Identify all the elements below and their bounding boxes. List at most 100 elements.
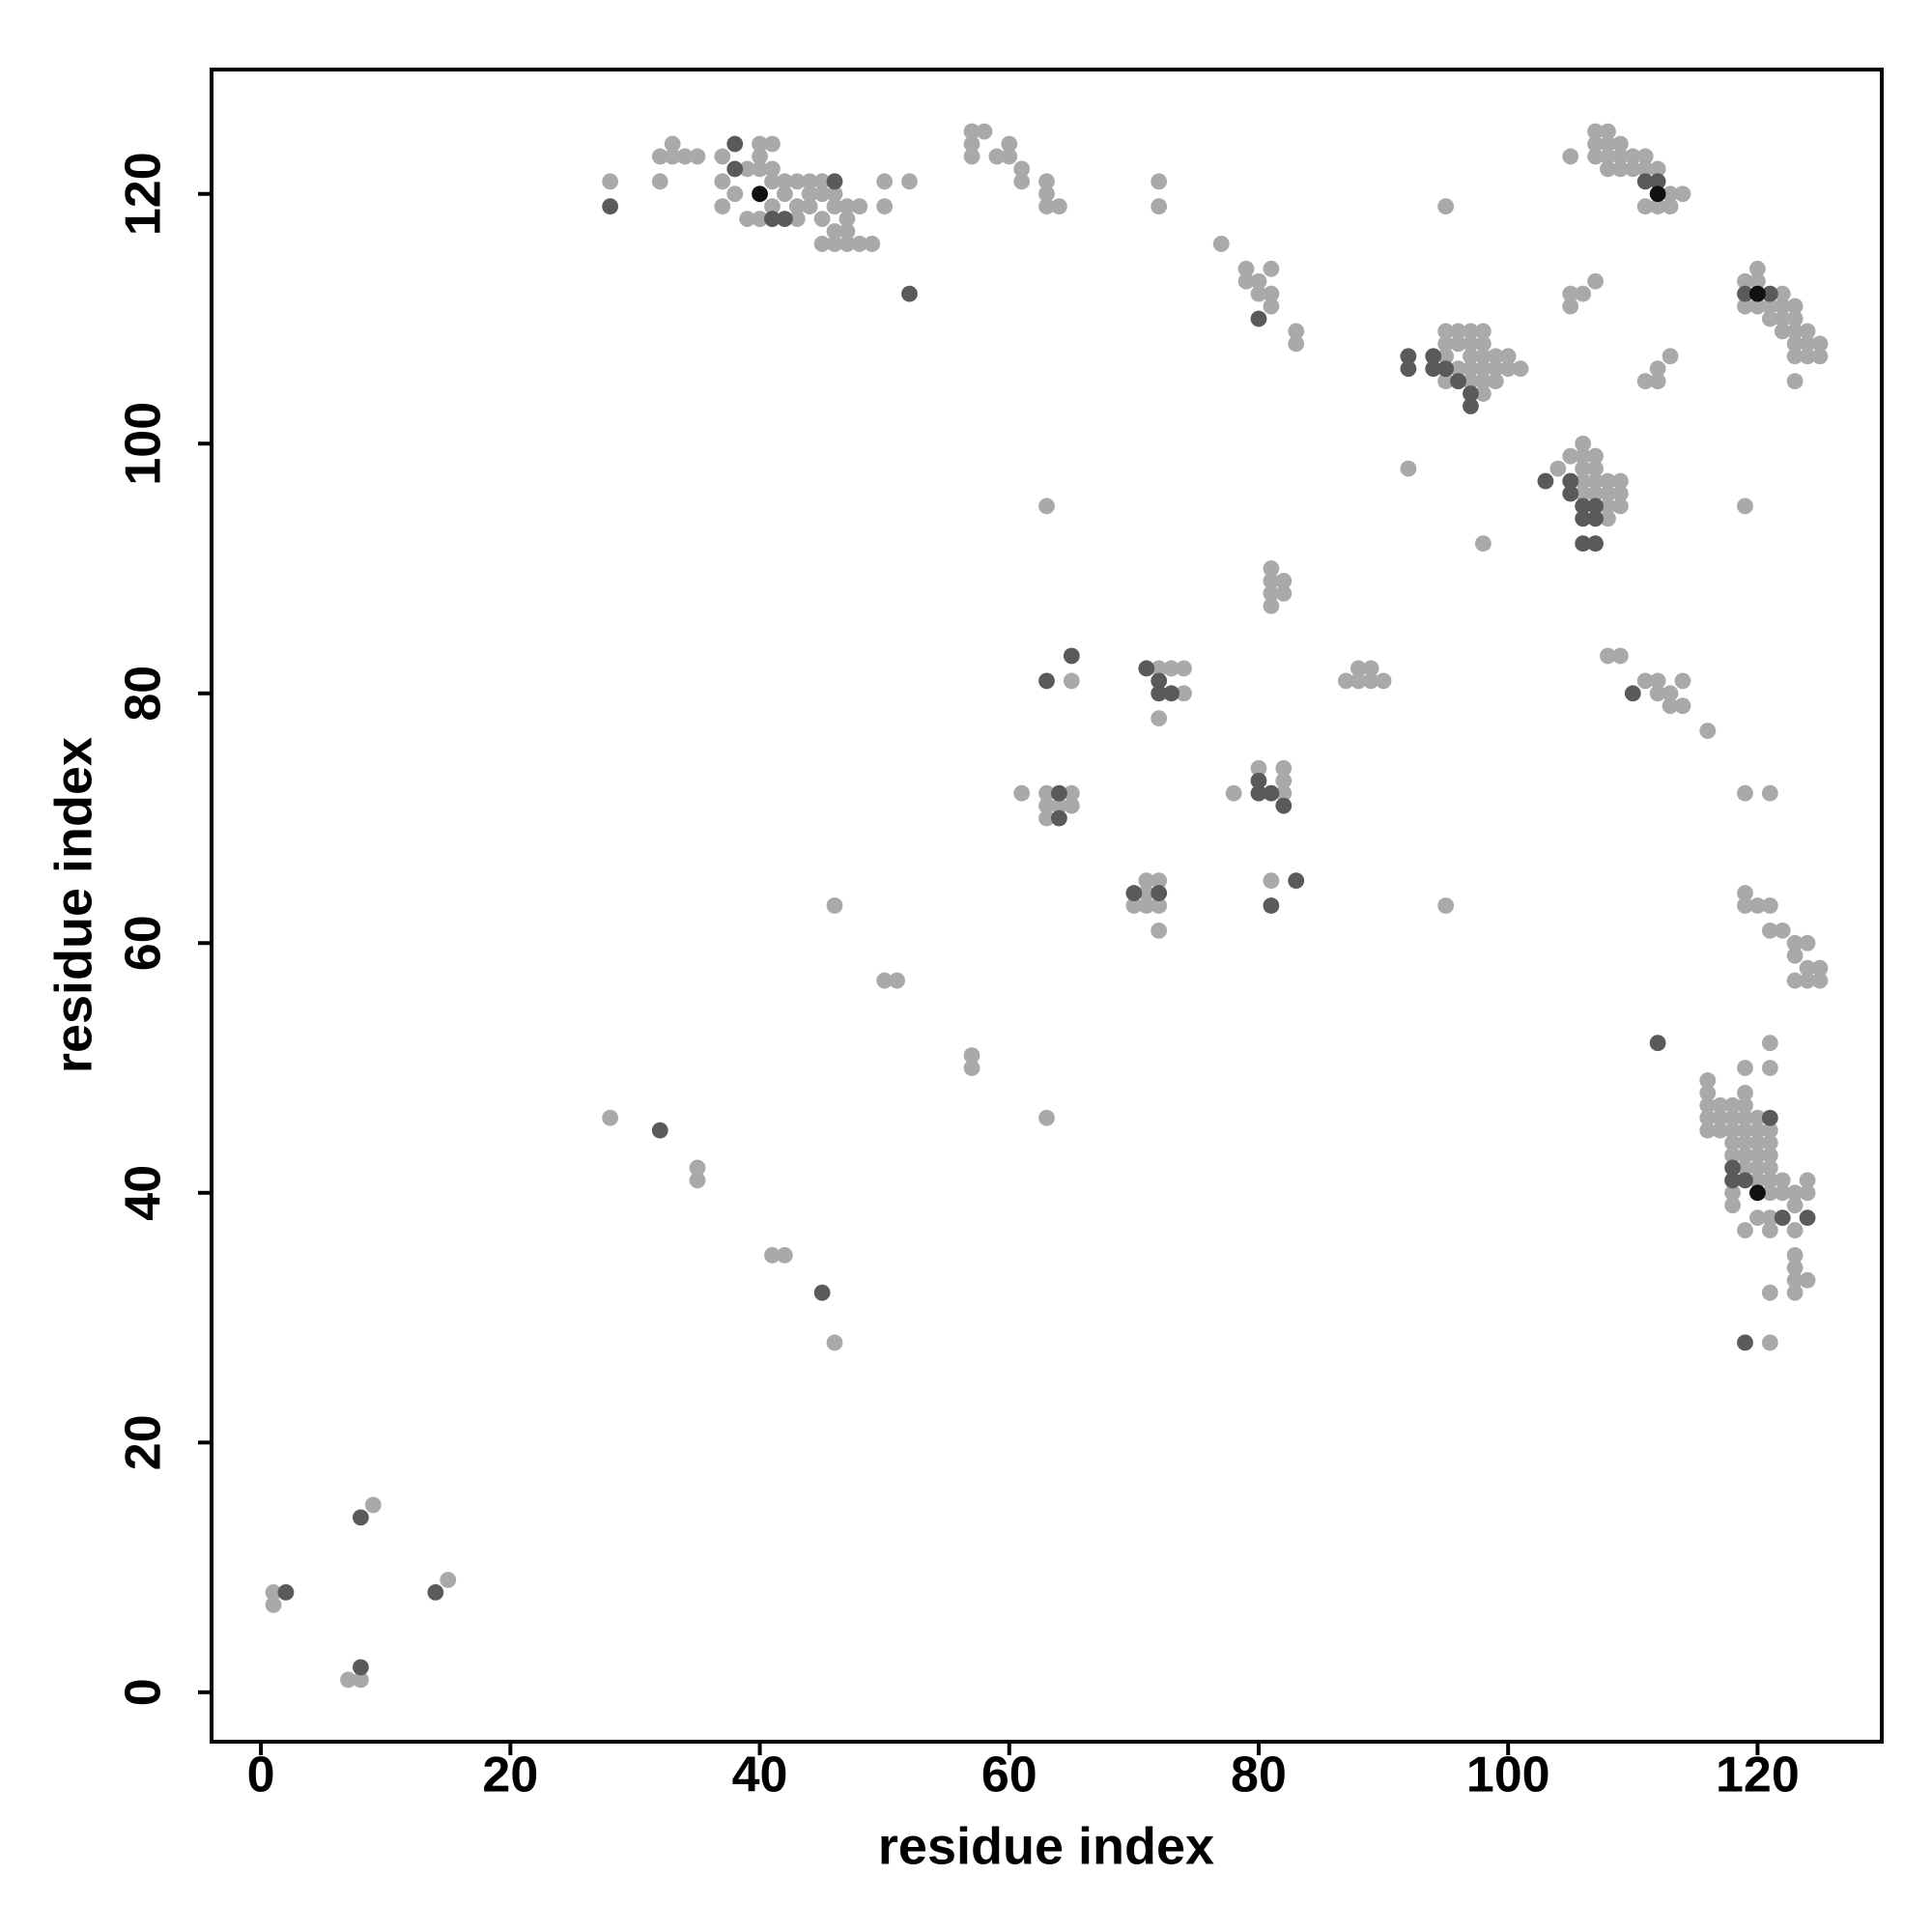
point [1674, 672, 1691, 690]
point [1674, 697, 1691, 715]
point [1749, 897, 1766, 914]
point [1761, 1060, 1778, 1076]
point [1649, 173, 1666, 190]
point [1512, 360, 1529, 378]
point [838, 236, 856, 252]
point [1437, 348, 1455, 365]
point [826, 223, 843, 240]
point [838, 198, 856, 215]
point [1362, 672, 1379, 690]
point [1263, 584, 1280, 602]
point [1474, 535, 1492, 553]
x-tick-label: 60 [981, 1747, 1037, 1804]
point [1587, 135, 1604, 153]
point [764, 173, 781, 190]
point [1786, 1247, 1804, 1264]
point [1737, 1147, 1753, 1164]
point [1562, 298, 1579, 315]
point [1737, 1096, 1753, 1114]
point [1474, 323, 1492, 340]
point [1562, 285, 1579, 302]
point [1749, 1159, 1766, 1177]
point [1487, 373, 1504, 390]
point [1487, 360, 1504, 378]
point [1761, 1172, 1778, 1189]
point [1737, 272, 1753, 290]
point [963, 1060, 980, 1076]
point [901, 173, 918, 190]
point [1737, 1159, 1753, 1177]
point [353, 1671, 369, 1689]
point [1250, 310, 1267, 327]
point [440, 1572, 457, 1588]
point [1624, 160, 1641, 178]
point [752, 148, 768, 165]
point [1737, 885, 1753, 901]
point [1151, 685, 1168, 702]
point [1774, 310, 1791, 327]
point [1474, 348, 1492, 365]
point [1400, 360, 1417, 378]
point [1761, 897, 1778, 914]
point [1038, 810, 1055, 827]
point [1151, 660, 1168, 677]
y-tick-label: 60 [116, 915, 172, 971]
point [1649, 360, 1666, 378]
point [1575, 435, 1592, 452]
point [1288, 323, 1305, 340]
point [801, 173, 818, 190]
point [1749, 285, 1766, 302]
point [1562, 148, 1579, 165]
point [1250, 784, 1267, 802]
point [1437, 360, 1455, 378]
point [1151, 173, 1168, 190]
point [1263, 784, 1280, 802]
point [752, 211, 768, 227]
point [1013, 173, 1031, 190]
point [1263, 897, 1280, 914]
point [739, 160, 756, 178]
point [1400, 348, 1417, 365]
plot-frame [210, 68, 1884, 1744]
point [776, 173, 793, 190]
point [776, 185, 793, 203]
point [1275, 772, 1293, 789]
point [1737, 1334, 1753, 1351]
point [1487, 348, 1504, 365]
point [1799, 335, 1816, 353]
point [876, 173, 894, 190]
point [689, 1159, 706, 1177]
point [1463, 373, 1479, 390]
point [1600, 148, 1616, 165]
y-tick-label: 100 [116, 402, 172, 486]
point [1463, 398, 1479, 414]
point [664, 135, 681, 153]
point [1499, 360, 1517, 378]
point [1799, 959, 1816, 977]
point [265, 1584, 282, 1601]
point [1038, 784, 1055, 802]
x-tick-label: 0 [247, 1747, 275, 1804]
point [1799, 972, 1816, 989]
point [1176, 685, 1192, 702]
point [1799, 1271, 1816, 1289]
point [1275, 573, 1293, 589]
point [1587, 485, 1604, 502]
y-axis-label: residue index [44, 737, 102, 1073]
point [1699, 1109, 1717, 1126]
point [764, 135, 781, 153]
y-tick-label: 80 [116, 666, 172, 722]
point [752, 185, 768, 203]
point [1611, 135, 1629, 153]
x-tick-label: 80 [1231, 1747, 1287, 1804]
point [1425, 348, 1442, 365]
point [1263, 298, 1280, 315]
point [788, 173, 806, 190]
point [1587, 472, 1604, 490]
point [1774, 922, 1791, 939]
point [1250, 285, 1267, 302]
point [1786, 373, 1804, 390]
x-tick-label: 20 [482, 1747, 538, 1804]
point [689, 148, 706, 165]
point [1699, 1084, 1717, 1101]
